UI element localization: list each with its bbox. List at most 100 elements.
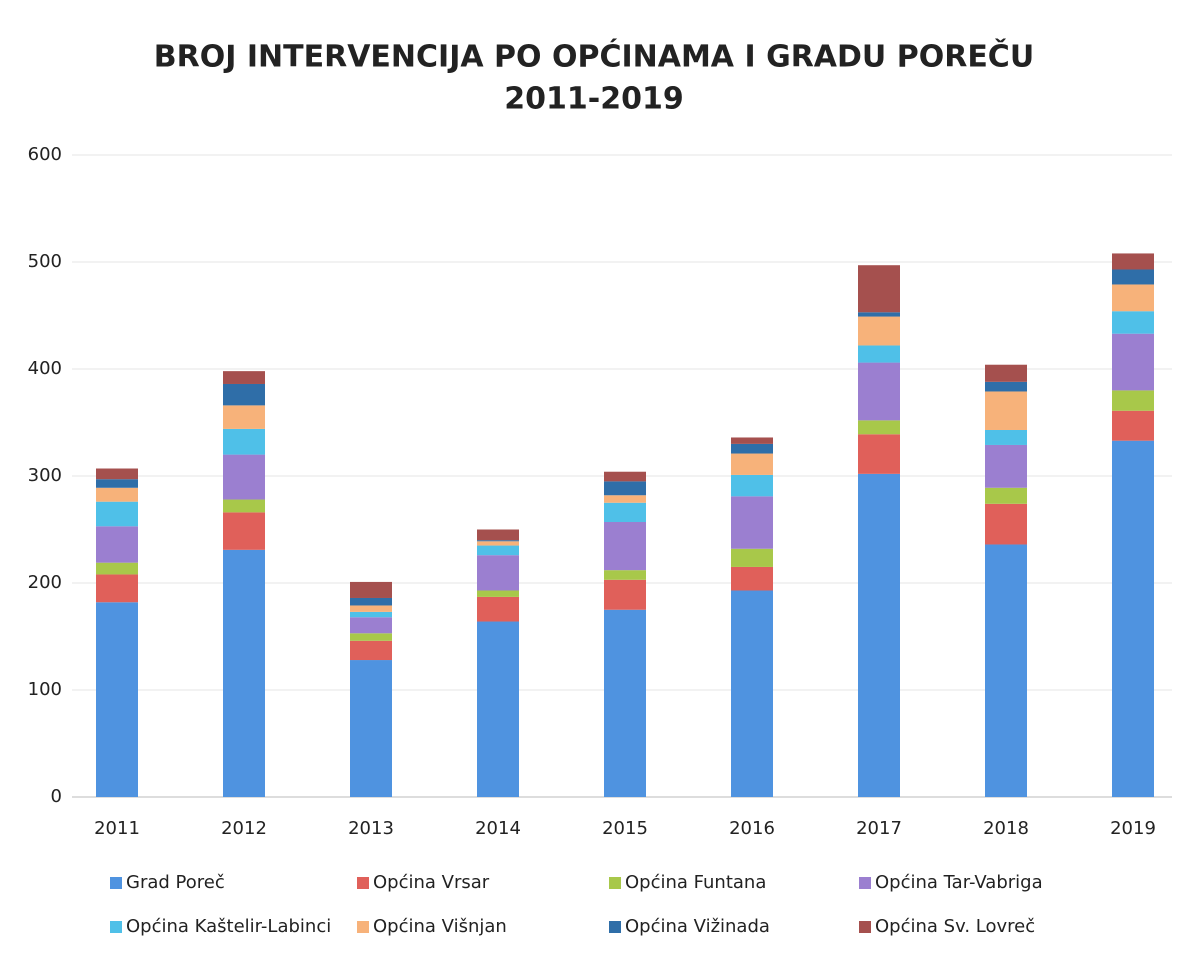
x-tick-label: 2017 — [856, 818, 902, 839]
bar-segment — [731, 437, 773, 444]
y-tick-label: 0 — [51, 786, 62, 807]
bar-segment — [858, 362, 900, 421]
y-tick-label: 300 — [28, 465, 62, 486]
bar-segment — [731, 453, 773, 475]
x-tick-label: 2019 — [1110, 818, 1156, 839]
bar-segment — [477, 529, 519, 541]
legend-swatch — [110, 877, 122, 889]
bar-segment — [985, 487, 1027, 504]
y-tick-label: 100 — [28, 679, 62, 700]
legend-label: Općina Funtana — [625, 872, 766, 893]
bar-segment — [604, 579, 646, 610]
legend-swatch — [609, 921, 621, 933]
x-tick-label: 2018 — [983, 818, 1029, 839]
bar-segment — [1112, 253, 1154, 270]
bar-segment — [1112, 410, 1154, 441]
legend-swatch — [110, 921, 122, 933]
bar-segment — [350, 605, 392, 612]
bar-segment — [731, 474, 773, 497]
chart-title: BROJ INTERVENCIJA PO OPĆINAMA I GRADU PO… — [154, 38, 1034, 75]
legend-label: Općina Vrsar — [373, 872, 490, 893]
legend-label: Općina Sv. Lovreč — [875, 916, 1035, 937]
x-tick-label: 2012 — [221, 818, 267, 839]
bar-segment — [223, 405, 265, 429]
bar-segment — [477, 590, 519, 597]
legend-swatch — [609, 877, 621, 889]
legend-swatch — [357, 921, 369, 933]
x-tick-label: 2016 — [729, 818, 775, 839]
bar-segment — [731, 548, 773, 567]
x-tick-label: 2014 — [475, 818, 521, 839]
bar-segment — [223, 549, 265, 797]
x-tick-label: 2013 — [348, 818, 394, 839]
y-tick-label: 500 — [28, 251, 62, 272]
bar-segment — [477, 545, 519, 556]
bar-segment — [858, 434, 900, 474]
bar-segment — [477, 555, 519, 591]
bar-segment — [985, 381, 1027, 392]
bar-segment — [477, 540, 519, 542]
bar-segment — [96, 468, 138, 480]
bar-segment — [223, 512, 265, 550]
bar-segment — [477, 596, 519, 622]
bar-segment — [604, 502, 646, 523]
bar-segment — [858, 316, 900, 346]
bar-segment — [96, 526, 138, 563]
legend-swatch — [357, 877, 369, 889]
y-tick-label: 600 — [28, 144, 62, 165]
bar-segment — [604, 570, 646, 580]
bar-segment — [96, 602, 138, 797]
bar-segment — [985, 444, 1027, 488]
bar-segment — [96, 562, 138, 575]
bar-segment — [96, 574, 138, 603]
bar-segment — [985, 503, 1027, 545]
bar-segment — [96, 501, 138, 527]
bar-segment — [477, 621, 519, 797]
y-tick-label: 400 — [28, 358, 62, 379]
bar-segment — [1112, 440, 1154, 797]
chart-title: 2011-2019 — [504, 82, 683, 117]
bar-segment — [350, 611, 392, 618]
y-tick-label: 200 — [28, 572, 62, 593]
x-tick-label: 2015 — [602, 818, 648, 839]
legend-label: Općina Kaštelir-Labinci — [126, 916, 331, 937]
bar-segment — [858, 265, 900, 313]
bar-segment — [223, 499, 265, 513]
bar-segment — [604, 609, 646, 797]
bar-segment — [350, 617, 392, 634]
bar-segment — [604, 471, 646, 482]
legend-label: Grad Poreč — [126, 872, 225, 893]
bar-segment — [223, 428, 265, 455]
bar-segment — [350, 597, 392, 606]
legend-label: Općina Vižinada — [625, 916, 770, 937]
bar-segment — [731, 496, 773, 549]
legend-swatch — [859, 921, 871, 933]
bar-segment — [985, 391, 1027, 430]
bar-segment — [731, 443, 773, 454]
bar-segment — [96, 479, 138, 488]
bar-segment — [858, 345, 900, 363]
bar-segment — [858, 420, 900, 435]
bar-segment — [96, 487, 138, 502]
bar-segment — [731, 566, 773, 591]
bar-segment — [731, 590, 773, 797]
legend-swatch — [859, 877, 871, 889]
bar-segment — [1112, 333, 1154, 391]
bar-segment — [604, 522, 646, 571]
bar-segment — [223, 371, 265, 384]
bar-segment — [985, 544, 1027, 797]
bar-segment — [350, 633, 392, 641]
legend-label: Općina Višnjan — [373, 916, 507, 937]
bar-segment — [858, 473, 900, 797]
bar-segment — [1112, 390, 1154, 411]
bar-segment — [223, 454, 265, 500]
bar-segment — [985, 429, 1027, 445]
bar-segment — [350, 660, 392, 797]
legend-label: Općina Tar-Vabriga — [875, 872, 1043, 893]
bar-segment — [1112, 269, 1154, 285]
bar-segment — [223, 383, 265, 406]
bar-segment — [350, 640, 392, 661]
bar-segment — [1112, 311, 1154, 334]
bar-segment — [1112, 284, 1154, 312]
